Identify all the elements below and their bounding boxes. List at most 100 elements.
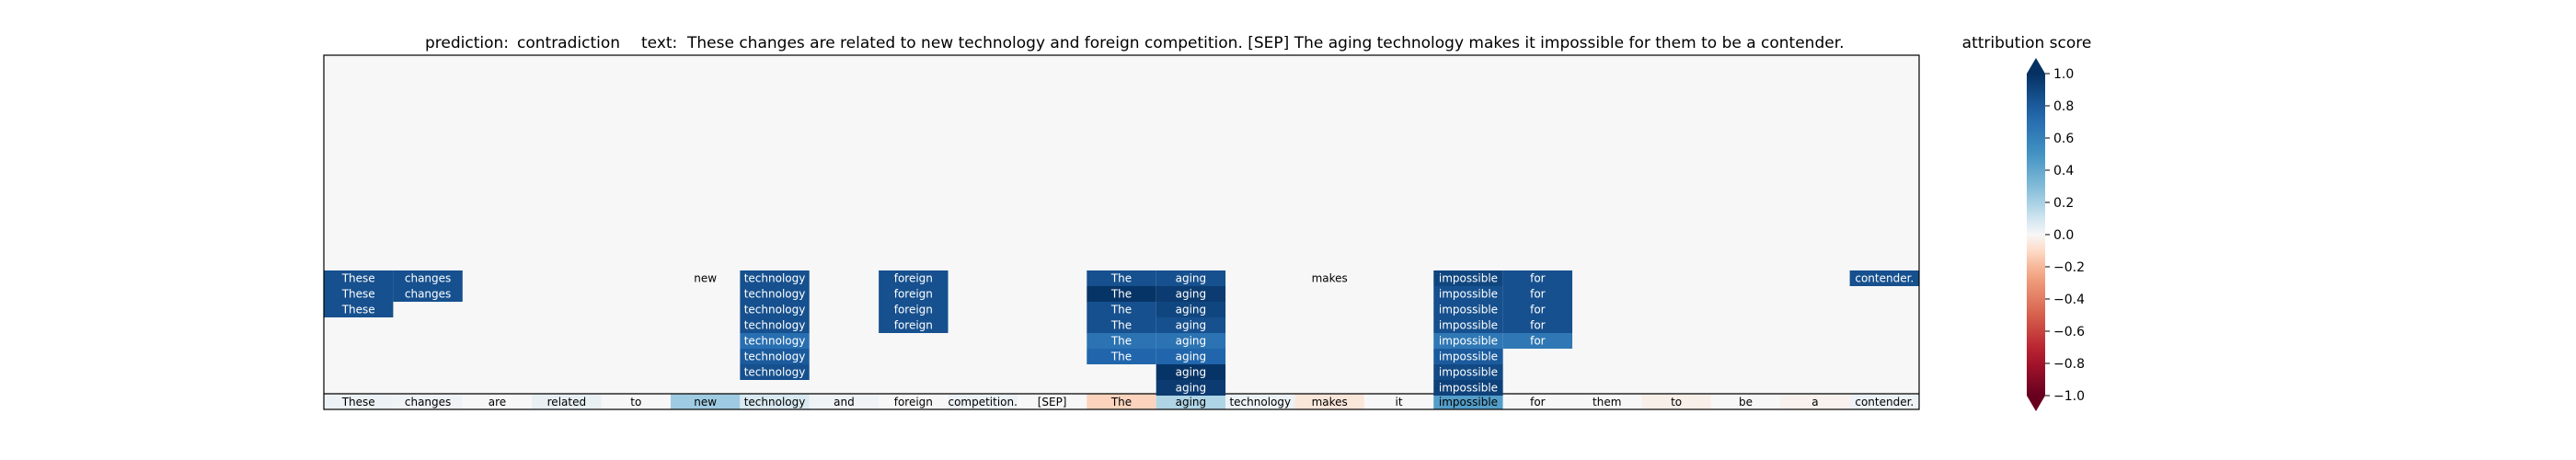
colorbar-gradient [2027, 74, 2045, 396]
heatmap-cell [1502, 286, 1573, 302]
heatmap-cell-label: impossible [1439, 351, 1498, 363]
heatmap-cell-label: aging [1176, 288, 1207, 301]
heatmap-cell-label: These [341, 272, 375, 285]
heatmap-cell-label: foreign [894, 319, 933, 332]
heatmap-cell [1502, 317, 1573, 333]
heatmap-cell-label: changes [405, 288, 451, 301]
token-label: foreign [894, 396, 933, 408]
token-row-cell [1225, 394, 1295, 409]
heatmap-cell-label: The [1110, 272, 1132, 285]
heatmap-cell-label: aging [1176, 382, 1207, 395]
heatmap-cell [1087, 302, 1156, 317]
heatmap-cell [879, 317, 949, 333]
heatmap-cell-label: The [1110, 351, 1132, 363]
token-row-cell [1156, 394, 1226, 409]
token-label: These [341, 396, 375, 408]
token-row-cell [740, 394, 810, 409]
token-label: them [1593, 396, 1621, 408]
heatmap-cell-label: impossible [1439, 288, 1498, 301]
heatmap-cell [740, 270, 810, 286]
heatmap-cell [740, 302, 810, 317]
heatmap-cell-label: impossible [1439, 319, 1498, 332]
colorbar-tick-label: 0.2 [2053, 196, 2074, 211]
heatmap-plot: These changes are related to new technology and… [323, 54, 1920, 410]
colorbar-extend-max [2027, 58, 2045, 74]
heatmap-cell [1433, 302, 1503, 317]
token-row-cell [1780, 394, 1850, 409]
token-label: technology [1229, 396, 1291, 408]
heatmap-cell-label: technology [744, 304, 806, 316]
heatmap-cell-label: aging [1176, 351, 1207, 363]
colorbar-tick-label: 0.8 [2053, 99, 2074, 114]
heatmap-cell [1849, 270, 1919, 286]
token-label: new [694, 396, 717, 408]
heatmap-cell [1433, 286, 1503, 302]
heatmap-cell [1502, 302, 1573, 317]
heatmap-cell-label: for [1530, 288, 1546, 301]
heatmap-cell [1156, 380, 1226, 396]
token-row-cell [1572, 394, 1642, 409]
heatmap-cell-label: impossible [1439, 335, 1498, 348]
heatmap-cell-label: The [1110, 319, 1132, 332]
heatmap-cell-label: These [341, 304, 375, 316]
token-label: changes [405, 396, 451, 408]
heatmap-cell [1156, 286, 1226, 302]
colorbar-tick-label: 0.6 [2053, 132, 2074, 146]
heatmap-cell [393, 270, 463, 286]
heatmap-cell-label: aging [1176, 335, 1207, 348]
heatmap-cell-label: aging [1176, 366, 1207, 379]
heatmap-cell [1156, 302, 1226, 317]
token-row-cell [1363, 394, 1434, 409]
heatmap-cell-label: technology [744, 288, 806, 301]
heatmap-cell [393, 286, 463, 302]
heatmap-cell [1433, 317, 1503, 333]
heatmap-cell-label: technology [744, 351, 806, 363]
token-row-cell [393, 394, 463, 409]
plot-frame [323, 54, 1920, 410]
heatmap-cell-label: for [1530, 319, 1546, 332]
token-row-cell [1502, 394, 1573, 409]
token-row-cell [601, 394, 671, 409]
token-row-cell [1849, 394, 1919, 409]
heatmap-cell [1087, 333, 1156, 349]
heatmap-cell-label: impossible [1439, 304, 1498, 316]
heatmap-cell-label: These [341, 288, 375, 301]
token-label: it [1396, 396, 1403, 408]
token-label: makes [1312, 396, 1348, 408]
heatmap-cell [879, 270, 949, 286]
heatmap-cell-label: impossible [1439, 272, 1498, 285]
colorbar-tick-label: −1.0 [2053, 389, 2085, 404]
token-row-cell [532, 394, 602, 409]
heatmap-cell [1087, 270, 1156, 286]
heatmap-cell [670, 270, 741, 286]
heatmap-cell-label: technology [744, 272, 806, 285]
token-label: to [1671, 396, 1682, 408]
token-label: technology [744, 396, 806, 408]
token-label: aging [1176, 396, 1207, 408]
token-row-cell [670, 394, 741, 409]
heatmap-cell [1502, 270, 1573, 286]
token-row-cell [1294, 394, 1364, 409]
heatmap-cell [1156, 364, 1226, 380]
heatmap-cell-label: technology [744, 335, 806, 348]
heatmap-cell [740, 317, 810, 333]
token-label: The [1110, 396, 1132, 408]
token-label: be [1739, 396, 1753, 408]
heatmap-cell-label: aging [1176, 319, 1207, 332]
heatmap-cell [324, 286, 394, 302]
heatmap-cell [1156, 349, 1226, 364]
heatmap-cell-label: impossible [1439, 366, 1498, 379]
heatmap-cell-label: for [1530, 272, 1546, 285]
heatmap-cell [1433, 349, 1503, 364]
heatmap-cell [740, 364, 810, 380]
heatmap-cell [1087, 317, 1156, 333]
prediction-value: contradiction [517, 34, 620, 52]
token-label: impossible [1439, 396, 1498, 408]
heatmap-cell-label: technology [744, 366, 806, 379]
heatmap-cell [1294, 270, 1364, 286]
heatmap-cell-label: impossible [1439, 382, 1498, 395]
heatmap-cell-label: new [694, 272, 717, 285]
token-row-cell [809, 394, 880, 409]
heatmap-cell [1433, 333, 1503, 349]
heatmap-cell [1156, 317, 1226, 333]
